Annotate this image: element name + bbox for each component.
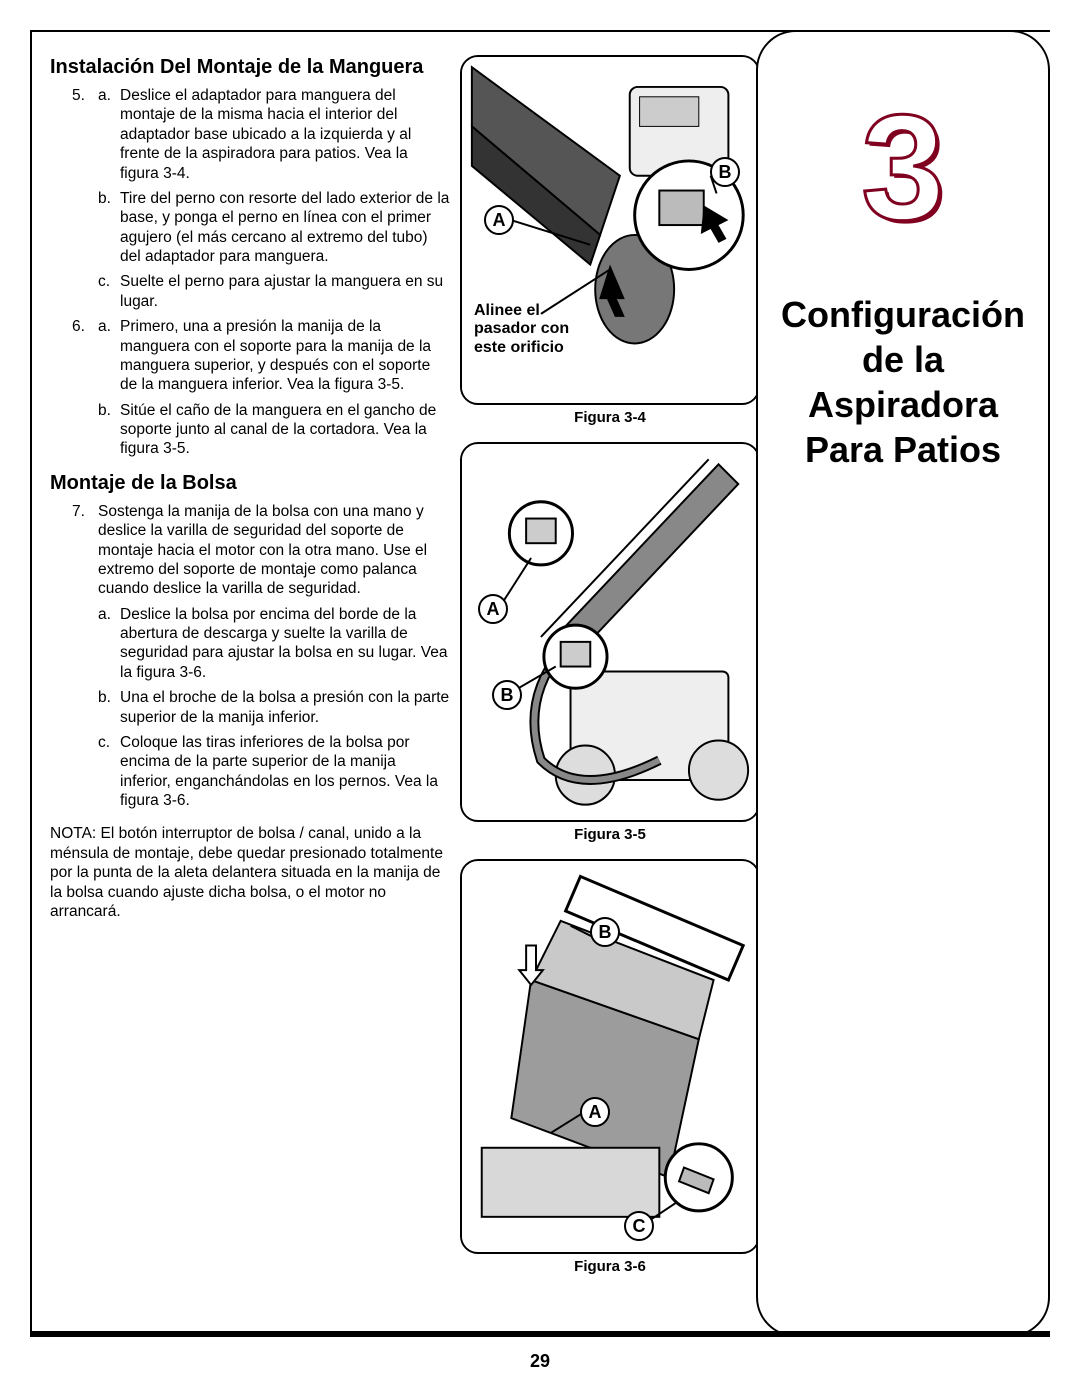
step-7c: c. Coloque las tiras inferiores de la bo… [98, 733, 450, 811]
text-column: Instalación Del Montaje de la Manguera 5… [50, 55, 450, 921]
step-7b: b. Una el broche de la bolsa a presión c… [98, 688, 450, 727]
sub-text: Coloque las tiras inferiores de la bolsa… [120, 733, 450, 811]
chapter-title-line: de la [768, 337, 1038, 382]
sub-letter: c. [98, 272, 120, 291]
note-text: NOTA: El botón interruptor de bolsa / ca… [50, 824, 450, 921]
chapter-title-line: Configuración [768, 292, 1038, 337]
figure-3-5-illustration [462, 444, 758, 820]
chapter-tab: 3 Configuración de la Aspiradora Para Pa… [756, 30, 1050, 1337]
sub-letter: c. [98, 733, 120, 752]
callout-a: A [580, 1097, 610, 1127]
step-6a: a. Primero, una a presión la manija de l… [98, 317, 450, 395]
step-5a: a. Deslice el adaptador para manguera de… [98, 86, 450, 183]
step-5c: c. Suelte el perno para ajustar la mangu… [98, 272, 450, 311]
heading-text: Instalación Del Montaje de la Manguera [50, 56, 423, 78]
figure-3-5: A B [460, 442, 760, 822]
heading-text: Montaje de la Bolsa [50, 472, 237, 494]
callout-c: C [624, 1211, 654, 1241]
sub-text: Tire del perno con resorte del lado exte… [120, 189, 450, 267]
bottom-rule [30, 1331, 1050, 1337]
sub-letter: a. [98, 86, 120, 105]
callout-b: B [590, 917, 620, 947]
step-7: 7. Sostenga la manija de la bolsa con un… [72, 502, 450, 811]
step-number: 5. [72, 86, 98, 105]
figure-3-4-caption: Figura 3-4 [460, 409, 760, 426]
callout-b: B [710, 157, 740, 187]
chapter-number: 3 [758, 92, 1048, 242]
sub-text: Primero, una a presión la manija de la m… [120, 317, 450, 395]
sub-letter: b. [98, 688, 120, 707]
section1-heading: Instalación Del Montaje de la Manguera [50, 55, 450, 80]
chapter-title-line: Aspiradora [768, 382, 1038, 427]
figure-3-6: B A C [460, 859, 760, 1254]
step-6b: b. Sitúe el caño de la manguera en el ga… [98, 401, 450, 459]
sub-text: Deslice el adaptador para manguera del m… [120, 86, 450, 183]
chapter-title: Configuración de la Aspiradora Para Pati… [758, 292, 1048, 472]
sub-text: Sitúe el caño de la manguera en el ganch… [120, 401, 450, 459]
chapter-title-line: Para Patios [768, 427, 1038, 472]
sub-letter: b. [98, 189, 120, 208]
step-number: 6. [72, 317, 98, 336]
callout-a: A [478, 594, 508, 624]
figure-label: Alinee el pasador con este orificio [474, 302, 584, 357]
section2-heading: Montaje de la Bolsa [50, 471, 450, 496]
sub-letter: b. [98, 401, 120, 420]
sub-text: Una el broche de la bolsa a presión con … [120, 688, 450, 727]
figures-column: A B Alinee el pasador con este orificio … [460, 55, 760, 1275]
step-6: 6. a. Primero, una a presión la manija d… [72, 317, 450, 459]
step-5b: b. Tire del perno con resorte del lado e… [98, 189, 450, 267]
sub-letter: a. [98, 605, 120, 624]
sub-text: Deslice la bolsa por encima del borde de… [120, 605, 450, 683]
callout-b: B [492, 680, 522, 710]
step-5: 5. a. Deslice el adaptador para manguera… [72, 86, 450, 311]
step-7-intro: Sostenga la manija de la bolsa con una m… [98, 502, 450, 599]
step-7a: a. Deslice la bolsa por encima del borde… [98, 605, 450, 683]
figure-3-6-caption: Figura 3-6 [460, 1258, 760, 1275]
figure-3-5-caption: Figura 3-5 [460, 826, 760, 843]
step-number: 7. [72, 502, 98, 521]
sub-text: Suelte el perno para ajustar la manguera… [120, 272, 450, 311]
figure-3-4: A B Alinee el pasador con este orificio [460, 55, 760, 405]
page-number: 29 [0, 1351, 1080, 1372]
sub-letter: a. [98, 317, 120, 336]
callout-a: A [484, 205, 514, 235]
